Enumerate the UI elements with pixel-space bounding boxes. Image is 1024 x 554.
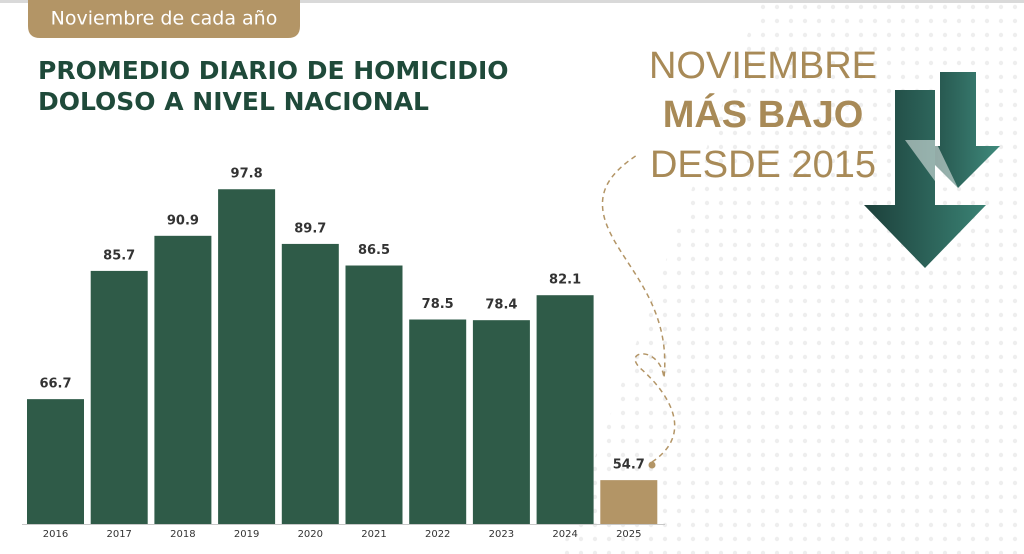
annotation: DESDE 2015 <box>650 144 876 186</box>
x-tick-label: 2018 <box>170 529 195 540</box>
arrow-icon <box>864 90 986 268</box>
x-tick-label: 2022 <box>425 529 450 540</box>
bar <box>345 265 403 524</box>
badge-text: Noviembre de cada año <box>51 8 278 30</box>
x-tick-label: 2023 <box>489 529 514 540</box>
bar <box>90 270 148 524</box>
bar <box>281 243 339 525</box>
x-tick-label: 2016 <box>43 529 68 540</box>
annotation: MÁS BAJO <box>663 92 864 136</box>
x-tick-label: 2025 <box>616 529 641 540</box>
bar <box>409 319 467 524</box>
x-tick-label: 2019 <box>234 529 259 540</box>
x-tick-label: 2020 <box>298 529 323 540</box>
bar <box>600 480 658 524</box>
value-label: 90.9 <box>167 213 199 228</box>
x-tick-label: 2017 <box>106 529 131 540</box>
value-label: 82.1 <box>549 273 581 288</box>
x-tick-label: 2024 <box>552 529 577 540</box>
value-label: 66.7 <box>39 377 71 392</box>
bar <box>154 235 212 524</box>
value-label: 89.7 <box>294 221 326 236</box>
value-label: 85.7 <box>103 248 135 263</box>
connector <box>601 154 676 463</box>
bar <box>472 320 530 524</box>
value-label: 86.5 <box>358 243 390 258</box>
value-label: 54.7 <box>613 458 645 473</box>
value-label: 97.8 <box>231 167 263 182</box>
chart-title: PROMEDIO DIARIO DE HOMICIDIO <box>38 56 509 85</box>
value-label: 78.5 <box>422 297 454 312</box>
chart-title: DOLOSO A NIVEL NACIONAL <box>38 87 429 116</box>
x-tick-label: 2021 <box>361 529 386 540</box>
arrow-highlight <box>905 140 958 188</box>
bar <box>27 399 84 524</box>
bar <box>218 189 276 525</box>
bar <box>536 295 594 524</box>
value-label: 78.4 <box>485 298 517 313</box>
badge <box>28 0 300 38</box>
annotation: NOVIEMBRE <box>649 45 877 87</box>
connector-dot <box>648 461 656 469</box>
top-border <box>0 0 1024 3</box>
